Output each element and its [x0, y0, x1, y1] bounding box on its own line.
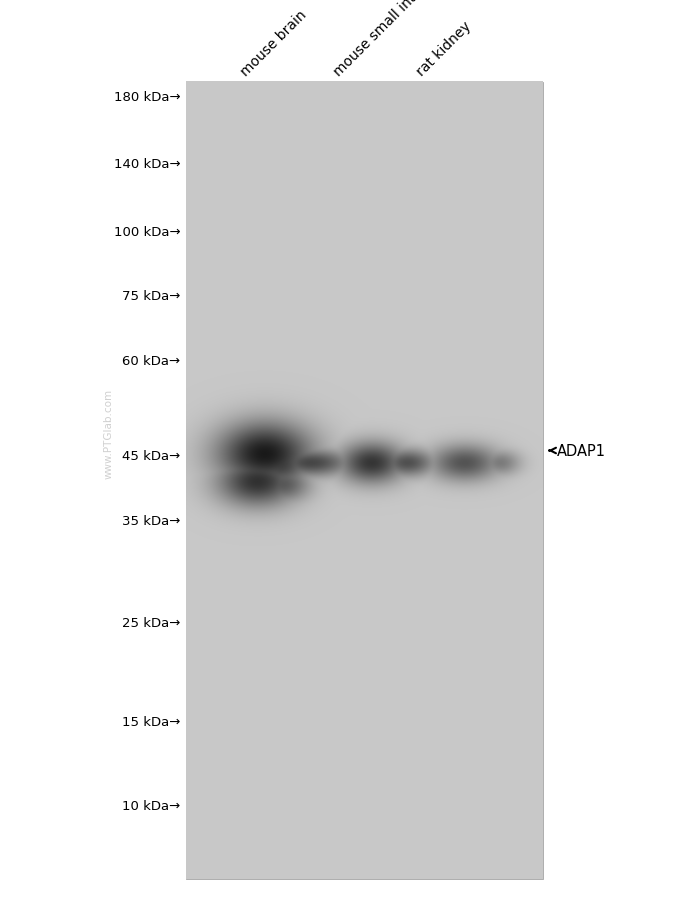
- Text: 75 kDa→: 75 kDa→: [122, 290, 181, 302]
- Text: 45 kDa→: 45 kDa→: [122, 449, 181, 462]
- Text: 140 kDa→: 140 kDa→: [114, 158, 181, 170]
- Text: 10 kDa→: 10 kDa→: [122, 799, 181, 812]
- Text: mouse brain: mouse brain: [239, 8, 310, 79]
- Text: rat kidney: rat kidney: [414, 20, 473, 79]
- Text: 60 kDa→: 60 kDa→: [122, 354, 181, 367]
- Text: ADAP1: ADAP1: [556, 444, 606, 458]
- Text: 100 kDa→: 100 kDa→: [114, 226, 181, 238]
- Text: 15 kDa→: 15 kDa→: [122, 715, 181, 728]
- Text: 35 kDa→: 35 kDa→: [122, 515, 181, 528]
- Text: mouse small intestine: mouse small intestine: [332, 0, 449, 79]
- Bar: [186, 83, 542, 879]
- Text: 25 kDa→: 25 kDa→: [122, 616, 181, 629]
- Text: 180 kDa→: 180 kDa→: [114, 91, 181, 104]
- Text: www.PTGlab.com: www.PTGlab.com: [104, 388, 113, 478]
